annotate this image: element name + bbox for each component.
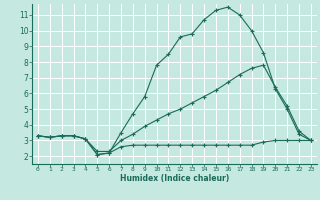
X-axis label: Humidex (Indice chaleur): Humidex (Indice chaleur): [120, 174, 229, 183]
